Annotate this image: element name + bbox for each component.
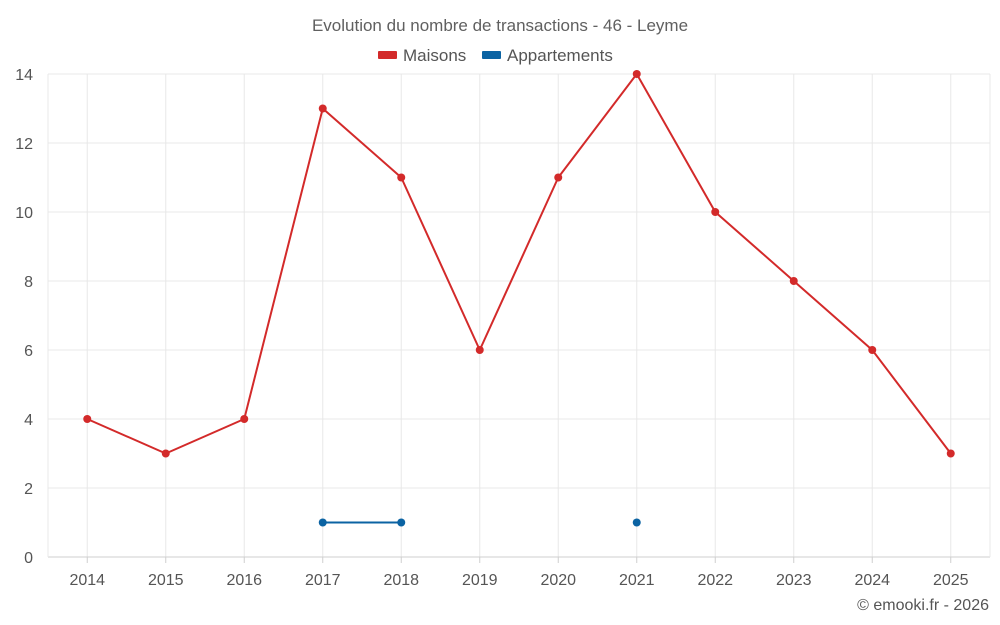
data-point — [240, 415, 249, 423]
y-tick-label: 10 — [15, 205, 33, 222]
x-tick-label: 2024 — [854, 572, 890, 589]
x-tick-label: 2015 — [148, 572, 184, 589]
y-tick-label: 8 — [24, 274, 33, 291]
data-point — [554, 173, 563, 182]
x-tick-label: 2022 — [697, 572, 733, 589]
y-tick-label: 2 — [24, 481, 33, 498]
x-tick-label: 2020 — [540, 572, 576, 589]
x-tick-label: 2025 — [933, 572, 969, 589]
y-tick-label: 14 — [15, 67, 33, 84]
legend-item-appartements: Appartements — [482, 46, 613, 65]
y-tick-label: 0 — [24, 550, 33, 567]
data-point — [83, 415, 92, 423]
x-tick-label: 2018 — [383, 572, 419, 589]
y-tick-label: 12 — [15, 136, 33, 153]
legend-label: Appartements — [507, 46, 613, 65]
series-layer — [83, 70, 955, 527]
y-tick-label: 6 — [24, 343, 33, 360]
data-point — [632, 518, 641, 527]
data-point — [711, 208, 720, 216]
axes: 0 2 4 6 8 10 12 14 2014 2015 2016 2017 2018 2019 2020 2… — [15, 67, 991, 589]
legend-item-maisons: Maisons — [378, 46, 466, 65]
x-tick-label: 2017 — [305, 572, 341, 589]
x-tick-label: 2014 — [69, 572, 105, 589]
legend-label: Maisons — [403, 46, 466, 65]
data-point — [318, 104, 327, 113]
data-point — [868, 346, 877, 354]
legend: Maisons Appartements — [378, 46, 613, 65]
data-point — [397, 518, 406, 527]
series-line-maisons — [86, 73, 952, 455]
series-maisons — [83, 70, 955, 458]
x-tick-label: 2021 — [619, 572, 655, 589]
legend-swatch — [378, 51, 397, 59]
data-point — [318, 518, 327, 527]
x-tick-label: 2023 — [776, 572, 812, 589]
data-point — [397, 173, 406, 182]
series-appartements — [318, 518, 641, 527]
y-tick-label: 4 — [24, 412, 33, 429]
data-point — [161, 449, 170, 458]
x-tick-label: 2019 — [462, 572, 498, 589]
data-point — [632, 70, 641, 78]
x-tick-label: 2016 — [226, 572, 262, 589]
grid — [48, 73, 990, 557]
legend-swatch — [482, 51, 501, 59]
chart-title: Evolution du nombre de transactions - 46… — [312, 16, 688, 35]
data-point — [475, 346, 484, 354]
data-point — [789, 277, 798, 285]
data-point — [946, 449, 955, 458]
footer-credit: © emooki.fr - 2026 — [857, 597, 989, 614]
